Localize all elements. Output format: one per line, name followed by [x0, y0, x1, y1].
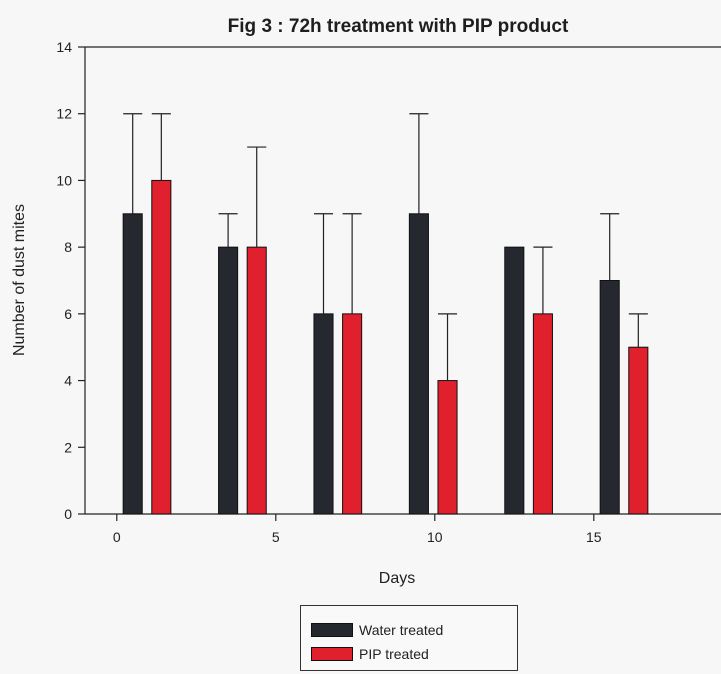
chart-title: Fig 3 : 72h treatment with PIP product: [228, 16, 569, 37]
legend: Water treated PIP treated: [300, 605, 518, 671]
plot-area: 0 2 4 6 8 10 12 14 0 5 10 15: [56, 39, 721, 545]
bar-water: [599, 280, 620, 515]
bar-pip: [342, 313, 363, 515]
x-tick-label: 10: [427, 529, 443, 545]
y-tick-label: 6: [64, 306, 72, 322]
bar-pip: [628, 346, 649, 515]
legend-label-water: Water treated: [359, 622, 444, 638]
bar-water: [313, 313, 334, 515]
chart: Fig 3 : 72h treatment with PIP product 0…: [11, 16, 721, 587]
bar-water: [408, 213, 429, 515]
legend-label-pip: PIP treated: [359, 646, 429, 662]
bar-pip: [151, 179, 172, 515]
bar-pip: [246, 246, 267, 515]
y-tick-label: 12: [56, 106, 72, 122]
x-tick-label: 5: [272, 529, 280, 545]
legend-swatch-pip: [311, 647, 353, 661]
x-tick-label: 0: [113, 529, 121, 545]
y-tick-label: 2: [64, 439, 72, 455]
x-tick-label: 15: [586, 529, 602, 545]
y-tick-label: 4: [64, 373, 72, 389]
y-tick-label: 14: [56, 39, 72, 55]
y-tick-label: 10: [56, 172, 72, 188]
bar-water: [122, 213, 143, 515]
y-tick-label: 8: [64, 239, 72, 255]
legend-item-water: Water treated: [311, 620, 443, 640]
bar-water: [504, 246, 525, 515]
bar-water: [218, 246, 239, 515]
y-tick-label: 0: [64, 506, 72, 522]
bar-pip: [437, 380, 458, 515]
bar-pip: [532, 313, 553, 515]
y-axis-label: Number of dust mites: [11, 204, 28, 356]
x-axis-label: Days: [379, 570, 415, 587]
legend-swatch-water: [311, 623, 353, 637]
legend-item-pip: PIP treated: [311, 644, 429, 664]
